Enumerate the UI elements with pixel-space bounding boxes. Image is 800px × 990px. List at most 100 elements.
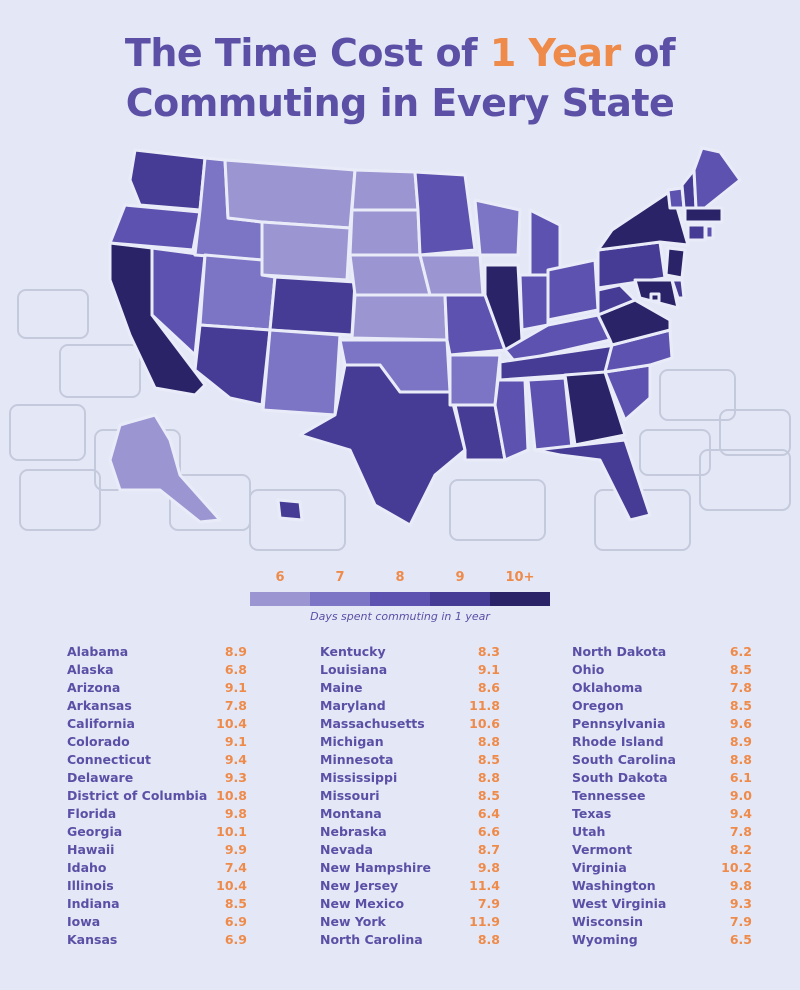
- state-name: Georgia: [67, 824, 123, 839]
- table-row: Michigan 8.8: [320, 733, 500, 751]
- table-row: Kentucky 8.3: [320, 643, 500, 661]
- state-value: 8.8: [477, 734, 500, 749]
- state-name: Alabama: [67, 644, 129, 659]
- state-name: Washington: [572, 878, 656, 893]
- state-column-2: Kentucky 8.3 Louisiana 9.1 Maine 8.6 Maryland 1…: [320, 643, 500, 949]
- state-arkansas: [448, 353, 502, 407]
- state-district-of-columbia: [649, 292, 661, 303]
- state-louisiana: [453, 403, 507, 462]
- state-name: Connecticut: [67, 752, 151, 767]
- legend-swatch-8: [370, 592, 430, 606]
- state-oregon: [108, 203, 202, 252]
- state-value: 10.6: [469, 716, 500, 731]
- state-value: 8.5: [729, 662, 752, 677]
- table-row: Utah 7.8: [572, 823, 752, 841]
- state-value: 9.8: [224, 806, 247, 821]
- table-row: Massachusetts 10.6: [320, 715, 500, 733]
- us-commute-map: [9, 146, 791, 551]
- table-row: New Mexico 7.9: [320, 895, 500, 913]
- state-name: Pennsylvania: [572, 716, 666, 731]
- car-silhouette: [249, 489, 346, 551]
- state-name: Tennessee: [572, 788, 646, 803]
- table-row: Nevada 8.7: [320, 841, 500, 859]
- state-name: Kansas: [67, 932, 118, 947]
- state-wisconsin: [473, 198, 522, 257]
- state-arizona: [193, 323, 272, 407]
- state-montana: [223, 158, 357, 230]
- car-silhouette: [9, 404, 86, 461]
- state-value: 8.2: [729, 842, 752, 857]
- state-name: New Jersey: [320, 878, 399, 893]
- car-silhouette: [19, 469, 101, 531]
- state-column-3: North Dakota 6.2 Ohio 8.5 Oklahoma 7.8 Oregon 8…: [572, 643, 752, 949]
- state-value: 8.9: [224, 644, 247, 659]
- table-row: Nebraska 6.6: [320, 823, 500, 841]
- state-value: 10.2: [721, 860, 752, 875]
- state-wyoming: [260, 220, 352, 282]
- state-value: 9.4: [224, 752, 247, 767]
- title-line-1: The Time Cost of 1 Year of: [0, 28, 800, 78]
- state-value: 7.9: [729, 914, 752, 929]
- table-row: Florida 9.8: [67, 805, 247, 823]
- state-value: 6.6: [477, 824, 500, 839]
- table-row: Minnesota 8.5: [320, 751, 500, 769]
- table-row: Maine 8.6: [320, 679, 500, 697]
- state-name: Illinois: [67, 878, 114, 893]
- state-name: North Dakota: [572, 644, 667, 659]
- title-pre: The Time Cost of: [124, 31, 478, 75]
- legend-caption: Days spent commuting in 1 year: [310, 610, 490, 623]
- state-name: Utah: [572, 824, 606, 839]
- title-post: of: [633, 31, 676, 75]
- state-name: New Mexico: [320, 896, 405, 911]
- state-name: Montana: [320, 806, 382, 821]
- state-name: Indiana: [67, 896, 120, 911]
- table-row: Oklahoma 7.8: [572, 679, 752, 697]
- state-name: Kentucky: [320, 644, 386, 659]
- state-value: 6.2: [729, 644, 752, 659]
- state-name: New Hampshire: [320, 860, 431, 875]
- state-minnesota: [413, 170, 477, 257]
- state-value: 8.8: [477, 770, 500, 785]
- state-rhode-island: [704, 224, 715, 240]
- legend-label-7: 7: [335, 570, 345, 585]
- table-row: Washington 9.8: [572, 877, 752, 895]
- state-value: 8.9: [729, 734, 752, 749]
- state-name: Wyoming: [572, 932, 638, 947]
- table-row: Connecticut 9.4: [67, 751, 247, 769]
- state-north-dakota: [350, 168, 420, 212]
- table-row: New Hampshire 9.8: [320, 859, 500, 877]
- state-colorado: [268, 275, 357, 337]
- state-name: California: [67, 716, 135, 731]
- state-value: 7.8: [729, 824, 752, 839]
- state-value: 6.9: [224, 914, 247, 929]
- state-name: Arizona: [67, 680, 121, 695]
- state-value: 6.1: [729, 770, 752, 785]
- state-name: West Virginia: [572, 896, 667, 911]
- state-alabama: [526, 376, 574, 452]
- state-name: Louisiana: [320, 662, 388, 677]
- state-indiana: [518, 273, 550, 332]
- state-value: 8.5: [729, 698, 752, 713]
- legend-labels: 6 7 8 9 10+: [250, 570, 550, 590]
- state-new-mexico: [261, 328, 342, 417]
- state-name: North Carolina: [320, 932, 423, 947]
- table-row: Maryland 11.8: [320, 697, 500, 715]
- state-value: 9.8: [729, 878, 752, 893]
- state-value: 7.4: [224, 860, 247, 875]
- state-name: Nebraska: [320, 824, 387, 839]
- state-name: Maine: [320, 680, 363, 695]
- state-name: Vermont: [572, 842, 633, 857]
- table-row: Wyoming 6.5: [572, 931, 752, 949]
- state-name: Virginia: [572, 860, 627, 875]
- state-name: Maryland: [320, 698, 386, 713]
- title-highlight: 1 Year: [489, 31, 621, 75]
- state-connecticut: [686, 223, 707, 242]
- state-value: 11.8: [469, 698, 500, 713]
- table-row: Louisiana 9.1: [320, 661, 500, 679]
- table-row: Kansas 6.9: [67, 931, 247, 949]
- state-value: 11.9: [469, 914, 500, 929]
- state-value: 9.1: [224, 734, 247, 749]
- state-value: 9.0: [729, 788, 752, 803]
- state-value: 8.5: [477, 752, 500, 767]
- state-name: Florida: [67, 806, 117, 821]
